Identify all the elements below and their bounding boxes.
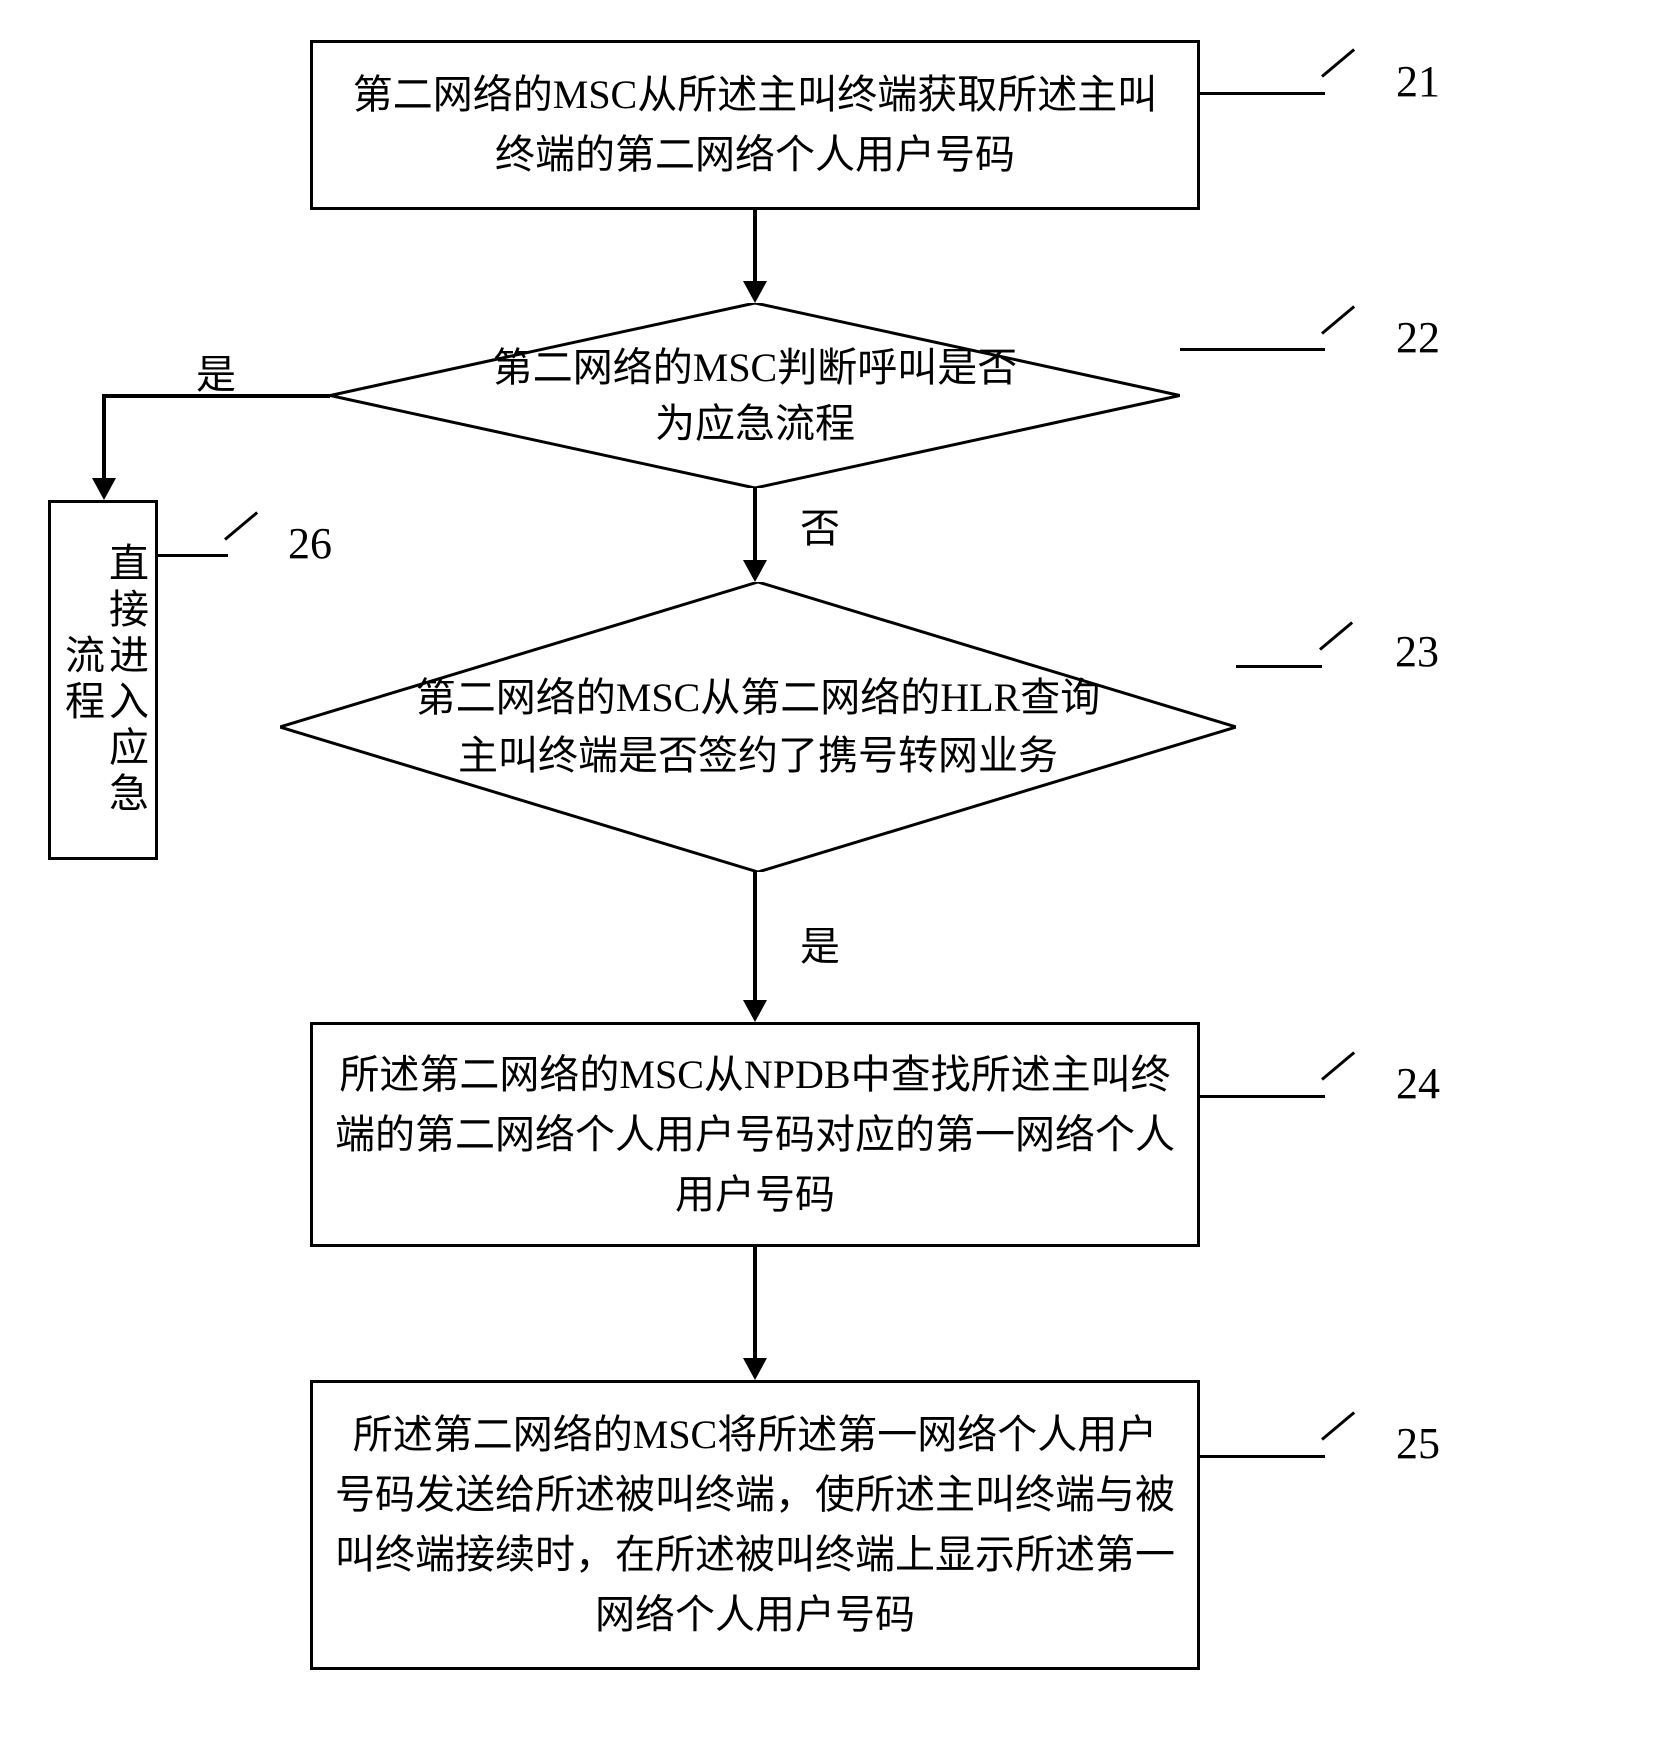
flowchart-container: 第二网络的MSC从所述主叫终端获取所述主叫终端的第二网络个人用户号码 21 第二… — [0, 0, 1664, 1743]
arrow-22-26-head — [92, 478, 116, 500]
node-23-text: 第二网络的MSC从第二网络的HLR查询主叫终端是否签约了携号转网业务 — [415, 669, 1101, 785]
node-24: 所述第二网络的MSC从NPDB中查找所述主叫终端的第二网络个人用户号码对应的第一… — [310, 1022, 1200, 1247]
arrow-24-25 — [753, 1247, 757, 1360]
callout-23-d — [1319, 621, 1353, 650]
arrow-24-25-head — [743, 1358, 767, 1380]
arrow-22-26-v — [102, 394, 106, 480]
arrow-22-23 — [753, 488, 757, 563]
node-22-text: 第二网络的MSC判断呼叫是否为应急流程 — [480, 340, 1030, 452]
node-23: 第二网络的MSC从第二网络的HLR查询主叫终端是否签约了携号转网业务 — [280, 582, 1236, 872]
arrow-23-24-label: 是 — [800, 914, 840, 972]
arrow-22-23-head — [743, 560, 767, 582]
callout-24-h — [1200, 1095, 1325, 1098]
node-22-number: 22 — [1396, 312, 1440, 363]
node-24-text: 所述第二网络的MSC从NPDB中查找所述主叫终端的第二网络个人用户号码对应的第一… — [333, 1045, 1177, 1225]
node-22: 第二网络的MSC判断呼叫是否为应急流程 — [330, 303, 1180, 488]
node-21-text: 第二网络的MSC从所述主叫终端获取所述主叫终端的第二网络个人用户号码 — [333, 65, 1177, 185]
callout-26-d — [224, 511, 258, 540]
node-25: 所述第二网络的MSC将所述第一网络个人用户号码发送给所述被叫终端，使所述主叫终端… — [310, 1380, 1200, 1670]
callout-22-d — [1321, 305, 1355, 334]
callout-25-d — [1321, 1411, 1355, 1440]
node-25-text: 所述第二网络的MSC将所述第一网络个人用户号码发送给所述被叫终端，使所述主叫终端… — [333, 1405, 1177, 1645]
node-24-number: 24 — [1396, 1058, 1440, 1109]
node-26-number: 26 — [288, 518, 332, 569]
arrow-21-22-head — [743, 281, 767, 303]
callout-25-h — [1200, 1455, 1325, 1458]
node-23-number: 23 — [1395, 626, 1439, 677]
node-25-number: 25 — [1396, 1418, 1440, 1469]
node-21-number: 21 — [1396, 56, 1440, 107]
node-26: 直接进入应急流程 — [48, 500, 158, 860]
arrow-23-24 — [753, 872, 757, 1002]
node-26-text: 直接进入应急流程 — [59, 523, 147, 837]
callout-21-d — [1321, 48, 1355, 77]
arrow-22-23-label: 否 — [800, 496, 840, 554]
arrow-22-26-label: 是 — [196, 342, 236, 400]
callout-24-d — [1321, 1051, 1355, 1080]
node-21: 第二网络的MSC从所述主叫终端获取所述主叫终端的第二网络个人用户号码 — [310, 40, 1200, 210]
callout-23-h — [1236, 665, 1322, 668]
callout-22-h — [1180, 348, 1325, 351]
callout-26-h — [158, 554, 228, 557]
arrow-23-24-head — [743, 1000, 767, 1022]
callout-21-h — [1200, 92, 1325, 95]
arrow-21-22 — [753, 210, 757, 283]
